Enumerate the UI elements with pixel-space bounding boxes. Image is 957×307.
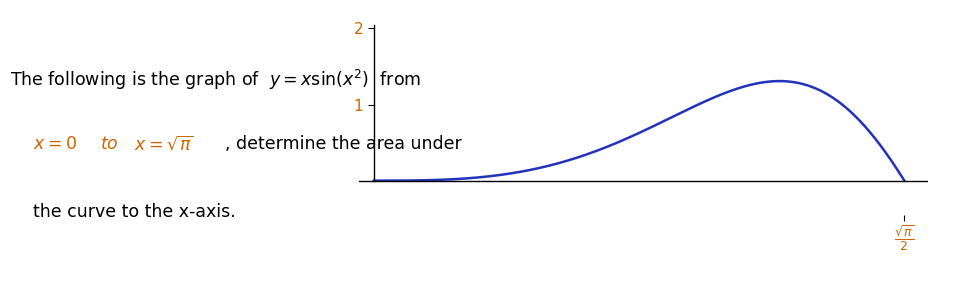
Text: The following is the graph of  $y=x\sin\!\left(x^2\right)$  from: The following is the graph of $y=x\sin\!… <box>10 68 421 92</box>
Text: $x=\sqrt{\pi}$: $x=\sqrt{\pi}$ <box>134 135 194 154</box>
Text: , determine the area under: , determine the area under <box>225 135 461 153</box>
Text: $x=0$: $x=0$ <box>33 135 78 153</box>
Text: the curve to the x-axis.: the curve to the x-axis. <box>33 203 236 221</box>
Text: $\mathit{to}$: $\mathit{to}$ <box>100 135 119 153</box>
